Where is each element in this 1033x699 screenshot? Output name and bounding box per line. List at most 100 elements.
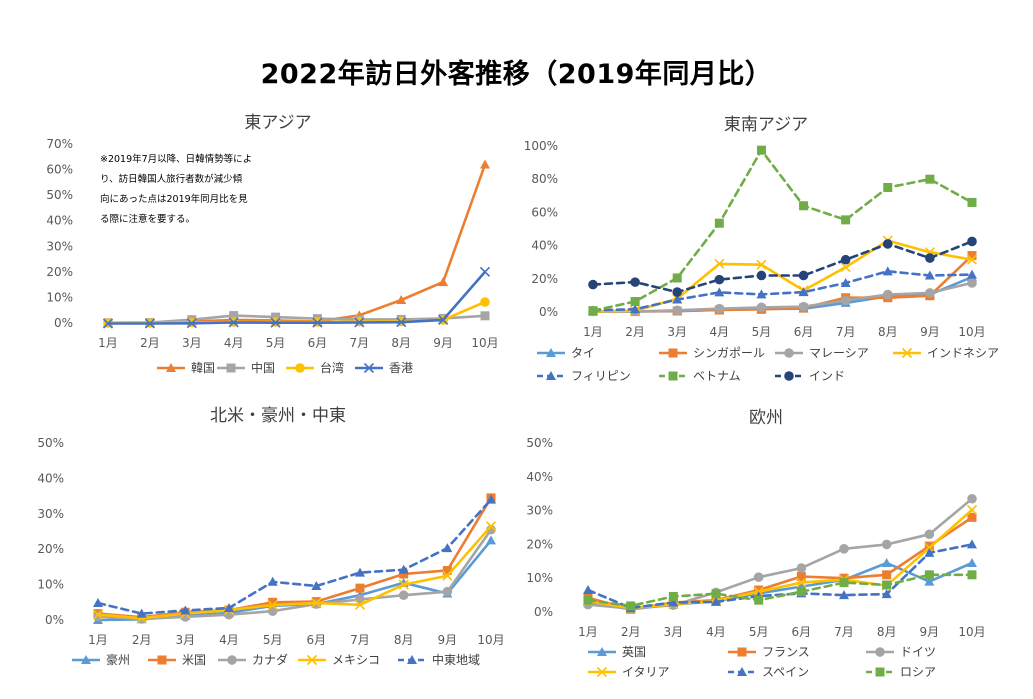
data-point [840,295,851,306]
data-point [798,301,809,312]
data-point [229,311,239,321]
legend-marker [227,655,237,665]
x-tick-label: 5月 [749,625,769,639]
page-title: 2022年訪日外客推移（2019年同月比） [260,59,773,90]
data-point [186,318,197,329]
data-point [925,288,935,298]
data-point [924,547,935,557]
y-tick-label: 80% [531,172,558,186]
legend-label: 香港 [389,361,413,375]
series-line-ロシア [586,573,974,608]
legend-label: 中東地域 [432,652,480,667]
chart-title: 東南アジア [724,115,808,135]
y-tick-label: 0% [45,613,64,627]
data-point [354,317,365,328]
data-point [966,254,978,265]
x-tick-label: 2月 [140,336,160,350]
data-point [102,318,114,329]
data-point [924,542,935,553]
series-line-ベトナム [591,148,974,313]
legend-marker [668,371,678,381]
data-point [799,201,809,211]
y-tick-label: 20% [37,542,64,556]
legend-label: インド [809,369,845,383]
data-point [966,504,978,515]
data-point [925,174,935,184]
data-point [883,183,893,192]
x-tick-label: 10月 [958,325,985,339]
series-line-香港 [106,270,487,325]
chart-europe: 欧州 0% 10% 20% 30% 40% 50% 1月 2月 3月 4月 5月 6月 7月 8月 9月 10月… [526,408,985,679]
y-tick-label: 0% [539,305,558,319]
data-point [144,318,155,329]
data-point [967,236,977,247]
data-point [714,218,724,228]
chart-southeast-asia: 東南アジア 0% 20% 40% 60% 80% 100% 1月 2月 3月 4月 5月 6月 7月 8月 9… [524,115,999,383]
series-line-フィリピン [591,269,974,312]
data-point [486,535,496,545]
legend-label: フィリピン [571,369,631,383]
data-point [756,289,767,299]
series-line-カナダ [96,528,493,621]
data-point [398,579,409,590]
data-point [311,581,322,591]
data-point [754,595,764,605]
x-tick-label: 7月 [350,633,370,647]
legend-label: 韓国 [191,361,215,375]
x-tick-label: 8月 [394,633,414,647]
data-point [485,521,497,532]
series-line-韓国 [106,163,487,325]
legend-marker [596,666,608,678]
data-point [588,306,598,316]
y-tick-label: 10% [526,571,553,585]
x-tick-label: 7月 [836,325,856,339]
y-tick-label: 20% [46,265,73,279]
y-tick-label: 50% [37,436,64,450]
legend-marker [226,363,236,373]
legend-marker [306,654,318,666]
y-tick-label: 10% [37,578,64,592]
legend-label: マレーシア [809,346,869,360]
data-point [756,259,767,270]
data-point [672,273,682,283]
x-tick-label: 1月 [98,336,118,350]
data-point [311,597,322,609]
data-point [630,277,640,287]
data-point [398,590,409,601]
legend-label: 豪州 [106,652,130,667]
legend-label: 米国 [182,653,206,667]
legend-label: ベトナム [693,369,741,383]
data-point [925,253,935,263]
x-tick-label: 9月 [438,633,458,647]
y-tick-label: 40% [526,470,553,484]
data-point [442,565,452,575]
x-tick-label: 3月 [182,336,202,350]
data-point [583,585,593,595]
y-tick-label: 60% [46,163,73,177]
x-tick-label: 4月 [219,633,239,647]
data-point [672,294,683,304]
legend-marker [546,348,556,357]
legend-marker [784,371,794,381]
x-tick-label: 9月 [920,625,940,639]
legend-label: メキシコ [332,653,380,667]
data-point [714,258,725,269]
legend-label: イタリア [622,665,670,679]
data-point [840,254,851,265]
legend-marker [81,655,91,664]
data-point [271,312,281,322]
legend-marker [597,647,607,656]
y-tick-label: 40% [37,471,64,485]
series-line-インド [591,240,974,294]
data-point [754,585,764,595]
series-line-マレーシア [591,281,974,313]
data-point [626,601,636,611]
data-point [967,278,977,288]
y-tick-label: 0% [54,316,73,330]
data-point [442,586,453,597]
x-tick-label: 4月 [710,325,730,339]
x-tick-label: 7月 [834,625,854,639]
data-point [180,605,191,615]
data-point [711,589,721,599]
x-tick-label: 7月 [350,336,370,350]
